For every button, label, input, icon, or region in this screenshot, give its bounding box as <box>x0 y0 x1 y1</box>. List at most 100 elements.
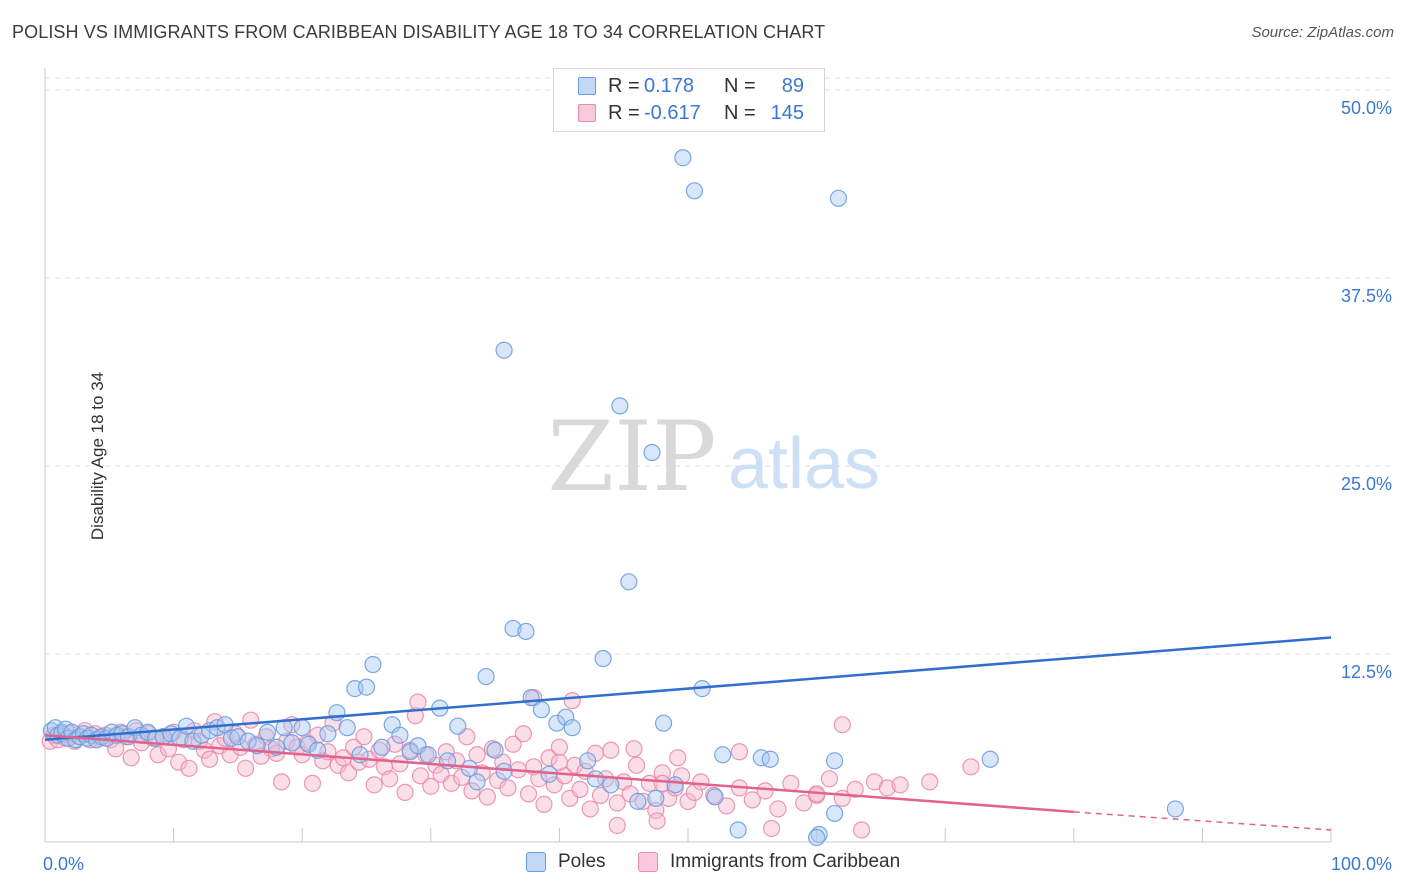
poles-point <box>594 649 612 668</box>
caribbean-point <box>303 774 322 792</box>
poles-point <box>548 714 566 732</box>
poles-point <box>579 752 597 770</box>
poles-point <box>654 714 673 732</box>
poles-point <box>419 746 437 764</box>
poles-point <box>486 741 504 759</box>
watermark-atlas: atlas <box>728 424 880 504</box>
caribbean-point <box>627 756 646 774</box>
caribbean-point <box>237 759 255 777</box>
y-tick-label-1: 25.0% <box>1341 474 1392 494</box>
caribbean-point <box>442 774 460 792</box>
r-label: R = <box>608 74 640 97</box>
poles-point <box>810 825 828 844</box>
caribbean-point <box>795 794 813 812</box>
correlation-legend: R = 0.178 N = 89 R = -0.617 N = 145 <box>553 68 825 132</box>
poles-point <box>293 719 311 737</box>
poles-point <box>647 789 665 807</box>
axes <box>44 68 1332 843</box>
poles-point <box>504 619 522 638</box>
poles-point <box>826 752 844 770</box>
caribbean-point <box>820 770 839 788</box>
caribbean-point <box>535 795 553 814</box>
poles-point <box>586 770 605 788</box>
poles-point <box>629 792 647 810</box>
caribbean-point <box>602 741 620 759</box>
poles-point <box>620 573 638 591</box>
y-tick-label-3: 50.0% <box>1341 98 1392 118</box>
caribbean-point <box>563 692 581 710</box>
poles-point <box>495 762 513 780</box>
poles-point <box>981 750 999 768</box>
poles-point <box>829 189 848 207</box>
caribbean-point <box>891 776 909 794</box>
caribbean-point <box>833 716 851 734</box>
poles-point <box>357 678 376 696</box>
caribbean-point <box>149 746 167 764</box>
caribbean-legend-label: Immigrants from Caribbean <box>670 851 901 872</box>
caribbean-point <box>756 782 774 800</box>
caribbean-point <box>409 693 427 711</box>
caribbean-point <box>762 819 781 838</box>
poles-point <box>338 719 356 737</box>
r-value-poles: 0.178 <box>644 74 695 97</box>
caribbean-point <box>634 792 652 810</box>
poles-point <box>532 701 550 719</box>
legend-row-caribbean: R = -0.617 N = 145 <box>578 100 804 126</box>
poles-point <box>283 734 301 752</box>
chart-title: POLISH VS IMMIGRANTS FROM CARIBBEAN DISA… <box>12 22 826 42</box>
poles-point <box>319 725 337 743</box>
poles-point <box>729 821 747 839</box>
poles-point <box>714 746 732 764</box>
poles-point <box>391 726 409 744</box>
n-value-caribbean: 145 <box>770 101 804 124</box>
n-value-poles: 89 <box>781 74 804 97</box>
legend-item-caribbean: Immigrants from Caribbean <box>638 851 900 873</box>
caribbean-point <box>669 749 687 767</box>
caribbean-point <box>692 773 710 791</box>
caribbean-point <box>571 780 589 798</box>
caribbean-point <box>468 746 486 764</box>
caribbean-point <box>463 782 481 800</box>
caribbean-point <box>653 774 671 792</box>
caribbean-point <box>853 821 871 839</box>
poles-point <box>258 723 277 741</box>
caribbean-point <box>743 791 761 809</box>
trend-lines <box>44 636 1332 831</box>
poles-point <box>706 788 724 806</box>
watermark-zip: ZIP <box>547 401 716 513</box>
caribbean-point <box>370 741 388 759</box>
caribbean-trend-extension <box>1073 811 1332 831</box>
y-axis-label: Disability Age 18 to 34 <box>88 371 108 541</box>
poles-point <box>674 149 692 167</box>
y-tick-label-0: 12.5% <box>1341 662 1392 682</box>
caribbean-point <box>769 800 787 818</box>
poles-swatch <box>578 77 596 95</box>
caribbean-point <box>608 794 626 812</box>
caribbean-point <box>504 735 522 753</box>
series-legend: Poles Immigrants from Caribbean <box>0 851 1406 877</box>
caribbean-point <box>396 783 414 801</box>
caribbean-point <box>391 755 409 773</box>
caribbean-trend-line <box>44 733 1074 814</box>
caribbean-point <box>381 770 399 788</box>
caribbean-point <box>550 738 569 756</box>
poles-trend-line <box>44 636 1332 741</box>
n-label: N = <box>724 74 756 97</box>
caribbean-point <box>921 773 939 791</box>
n-label: N = <box>724 101 756 124</box>
caribbean-point <box>411 767 430 785</box>
poles-point <box>364 655 382 674</box>
caribbean-point <box>422 777 440 795</box>
caribbean-point <box>273 773 291 791</box>
poles-legend-swatch <box>526 852 546 872</box>
poles-point <box>666 776 684 794</box>
poles-point <box>563 719 581 737</box>
caribbean-point <box>550 753 569 771</box>
caribbean-legend-swatch <box>638 852 658 872</box>
poles-point <box>611 397 629 415</box>
caribbean-point <box>355 728 373 746</box>
poles-point <box>449 717 467 735</box>
poles-point <box>300 735 318 753</box>
legend-item-poles: Poles <box>526 851 606 873</box>
